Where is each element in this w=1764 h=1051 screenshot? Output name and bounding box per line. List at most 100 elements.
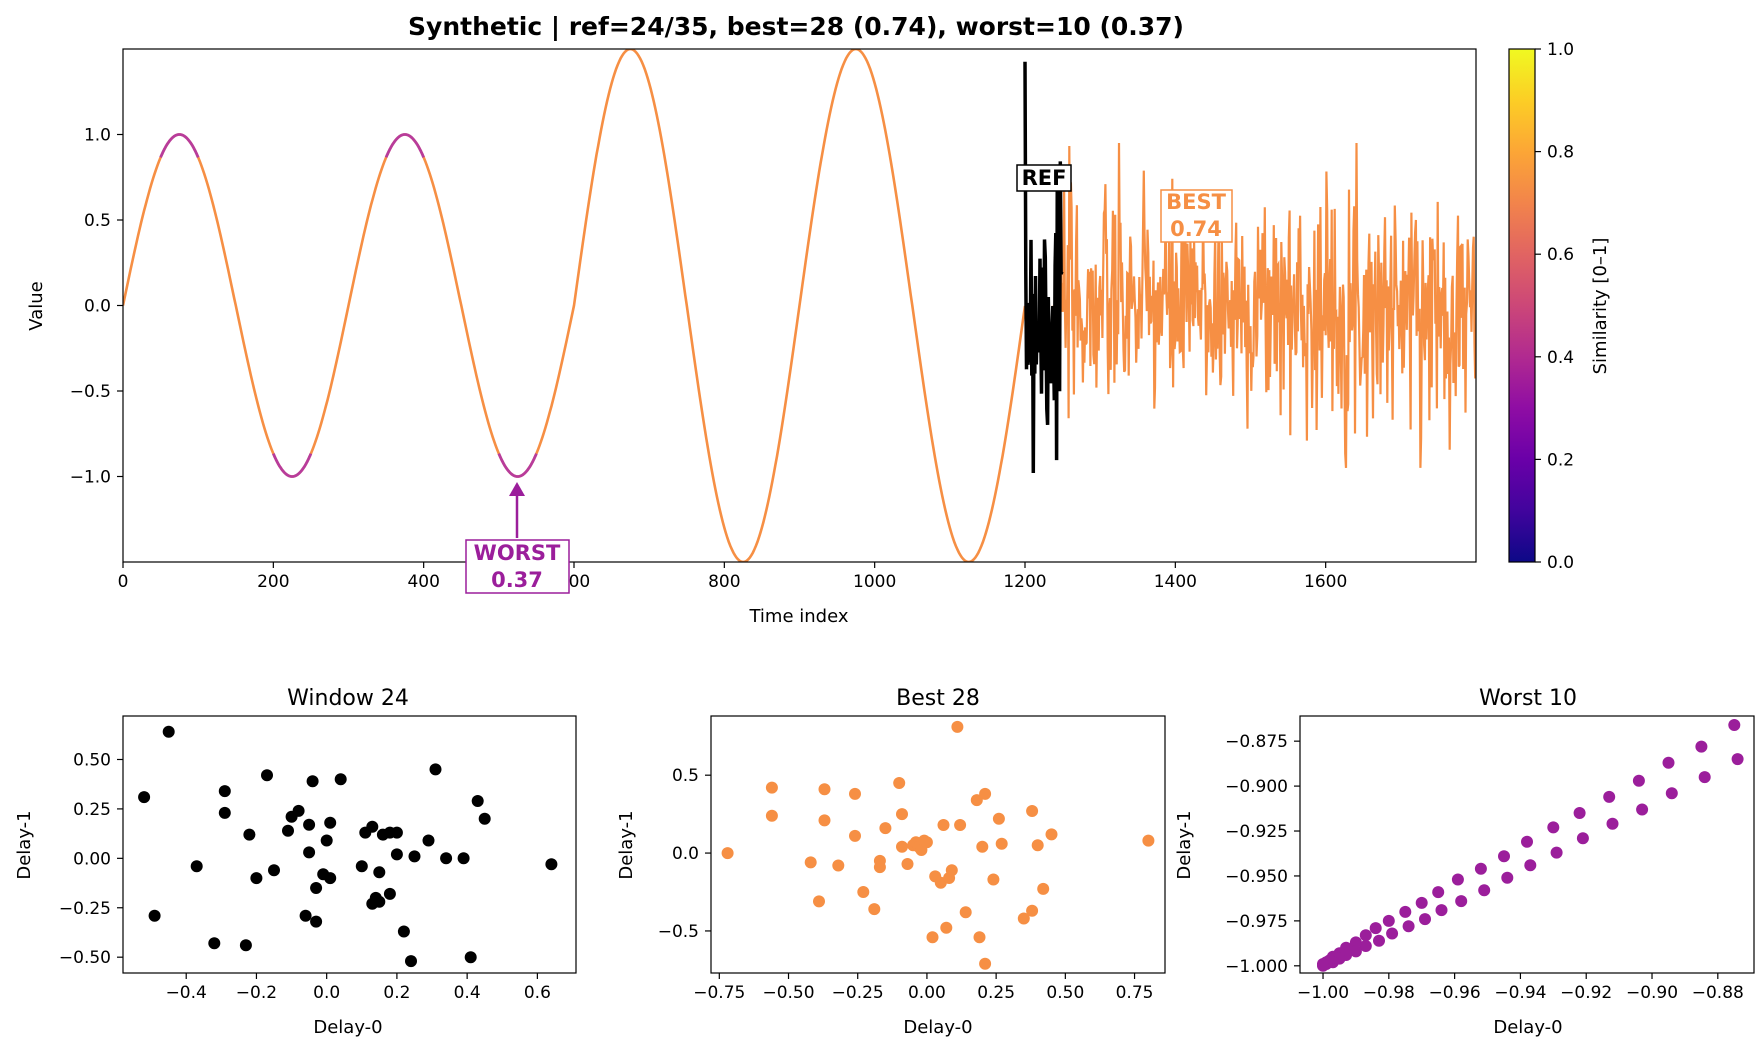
scatter-point [1728, 719, 1741, 731]
scatter-point [849, 787, 861, 800]
scatter-point [1317, 958, 1329, 970]
scatter-point [1045, 828, 1058, 841]
scatter-point [1349, 945, 1362, 958]
worst-10-ylabel: Delay-1 [1174, 810, 1195, 879]
scatter-point [268, 864, 280, 877]
colorbar-gradient [1509, 49, 1535, 562]
x-tick-label: −0.88 [1692, 983, 1744, 1003]
scatter-point [1474, 862, 1487, 875]
best-28-xlabel: Delay-0 [903, 1017, 972, 1038]
y-tick-label: 0.50 [73, 750, 111, 770]
figure-title: Synthetic | ref=24/35, best=28 (0.74), w… [408, 12, 1184, 41]
scatter-point [1521, 835, 1533, 848]
colorbar-tick-label: 0.2 [1547, 450, 1574, 470]
x-tick-label: −0.96 [1429, 983, 1481, 1003]
scatter-point [896, 808, 908, 821]
best-28-scatter: Best 28 Delay-0 Delay-1 −0.75 −0.50 −0.25 0… [616, 686, 1166, 1038]
x-tick-label: −1.00 [1297, 983, 1349, 1003]
scatter-point [1573, 807, 1586, 819]
scatter-point [1695, 740, 1708, 753]
y-tick-label: −0.925 [1225, 822, 1288, 842]
scatter-point [303, 818, 316, 831]
x-tick-label: 0.25 [977, 983, 1015, 1003]
scatter-point [383, 887, 396, 900]
scatter-point [148, 909, 161, 922]
low-similarity-segment-3 [497, 453, 538, 478]
scatter-point [896, 840, 908, 853]
scatter-point [162, 725, 175, 738]
signal-line-noise [1023, 142, 1476, 468]
x-tick-label: 400 [407, 572, 439, 592]
worst-10-xlabel: Delay-0 [1493, 1017, 1562, 1038]
scatter-point [1547, 821, 1560, 834]
y-tick-label: 0.5 [84, 211, 111, 231]
scatter-point [373, 895, 386, 908]
scatter-point [818, 783, 831, 796]
x-tick-label: 0.6 [524, 983, 551, 1003]
colorbar-tick-label: 0.0 [1547, 553, 1574, 573]
scatter-point [292, 804, 305, 817]
scatter-point [979, 787, 992, 800]
scatter-point [464, 951, 477, 964]
ref-label: REF [1022, 166, 1067, 190]
scatter-point [190, 860, 203, 873]
x-tick-label: 0.0 [313, 983, 340, 1003]
scatter-point [857, 886, 870, 898]
scatter-point [366, 820, 379, 833]
x-tick-label: −0.25 [832, 983, 884, 1003]
scatter-point [1386, 927, 1399, 940]
scatter-point [1606, 817, 1619, 830]
scatter-point [303, 846, 316, 859]
y-tick-label: −0.900 [1225, 777, 1288, 797]
scatter-point [832, 859, 845, 872]
reference-window-line [1023, 61, 1064, 474]
scatter-point [1017, 912, 1030, 925]
scatter-point [868, 903, 881, 916]
scatter-point [970, 794, 983, 807]
worst-label-box [465, 539, 570, 594]
y-tick-label: 0.0 [672, 844, 699, 864]
scatter-point [324, 816, 337, 829]
scatter-point [405, 955, 417, 968]
window-24-scatter: Window 24 Delay-0 Delay-1 −0.4 −0.2 0.0 0.2… [14, 686, 577, 1038]
ref-annotation: REF [1016, 164, 1072, 192]
scatter-point [1603, 790, 1616, 803]
scatter-point [765, 781, 778, 794]
scatter-point [937, 819, 950, 831]
x-tick-label: 1200 [1003, 572, 1046, 592]
scatter-point [355, 860, 368, 873]
x-tick-label: −0.75 [693, 983, 745, 1003]
x-tick-label: −0.50 [762, 983, 814, 1003]
x-tick-label: −0.94 [1494, 983, 1546, 1003]
scatter-point [1373, 934, 1385, 947]
scatter-point [218, 785, 231, 798]
y-tick-label: 0.0 [84, 297, 111, 317]
scatter-point [1662, 756, 1675, 769]
worst-annotation: WORST 0.37 [465, 482, 570, 594]
x-tick-label: 1000 [853, 572, 896, 592]
x-tick-label: 0.4 [454, 983, 481, 1003]
scatter-point [1632, 774, 1645, 787]
y-tick-label: 0.00 [73, 849, 111, 869]
best-28-title: Best 28 [896, 686, 980, 711]
scatter-point [721, 847, 734, 860]
scatter-point [995, 837, 1008, 850]
scatter-point [1402, 920, 1415, 933]
scatter-point [1037, 882, 1050, 895]
time-series-plot-area [123, 49, 1476, 562]
scatter-point [940, 921, 953, 934]
ref-label-box [1016, 164, 1072, 192]
y-tick-label: 0.5 [672, 766, 699, 786]
scatter-point [243, 828, 256, 841]
x-tick-label: 0.2 [383, 983, 410, 1003]
signal-line-sine [123, 49, 1027, 562]
scatter-frame [122, 715, 577, 974]
scatter-point [1501, 871, 1514, 884]
scatter-point [397, 925, 410, 938]
worst-arrow-head [509, 482, 525, 496]
scatter-point [1698, 771, 1711, 784]
scatter-point [818, 814, 831, 827]
colorbar-tick-label: 0.8 [1547, 143, 1574, 163]
x-tick-label: −0.92 [1560, 983, 1612, 1003]
scatter-point [334, 773, 347, 786]
